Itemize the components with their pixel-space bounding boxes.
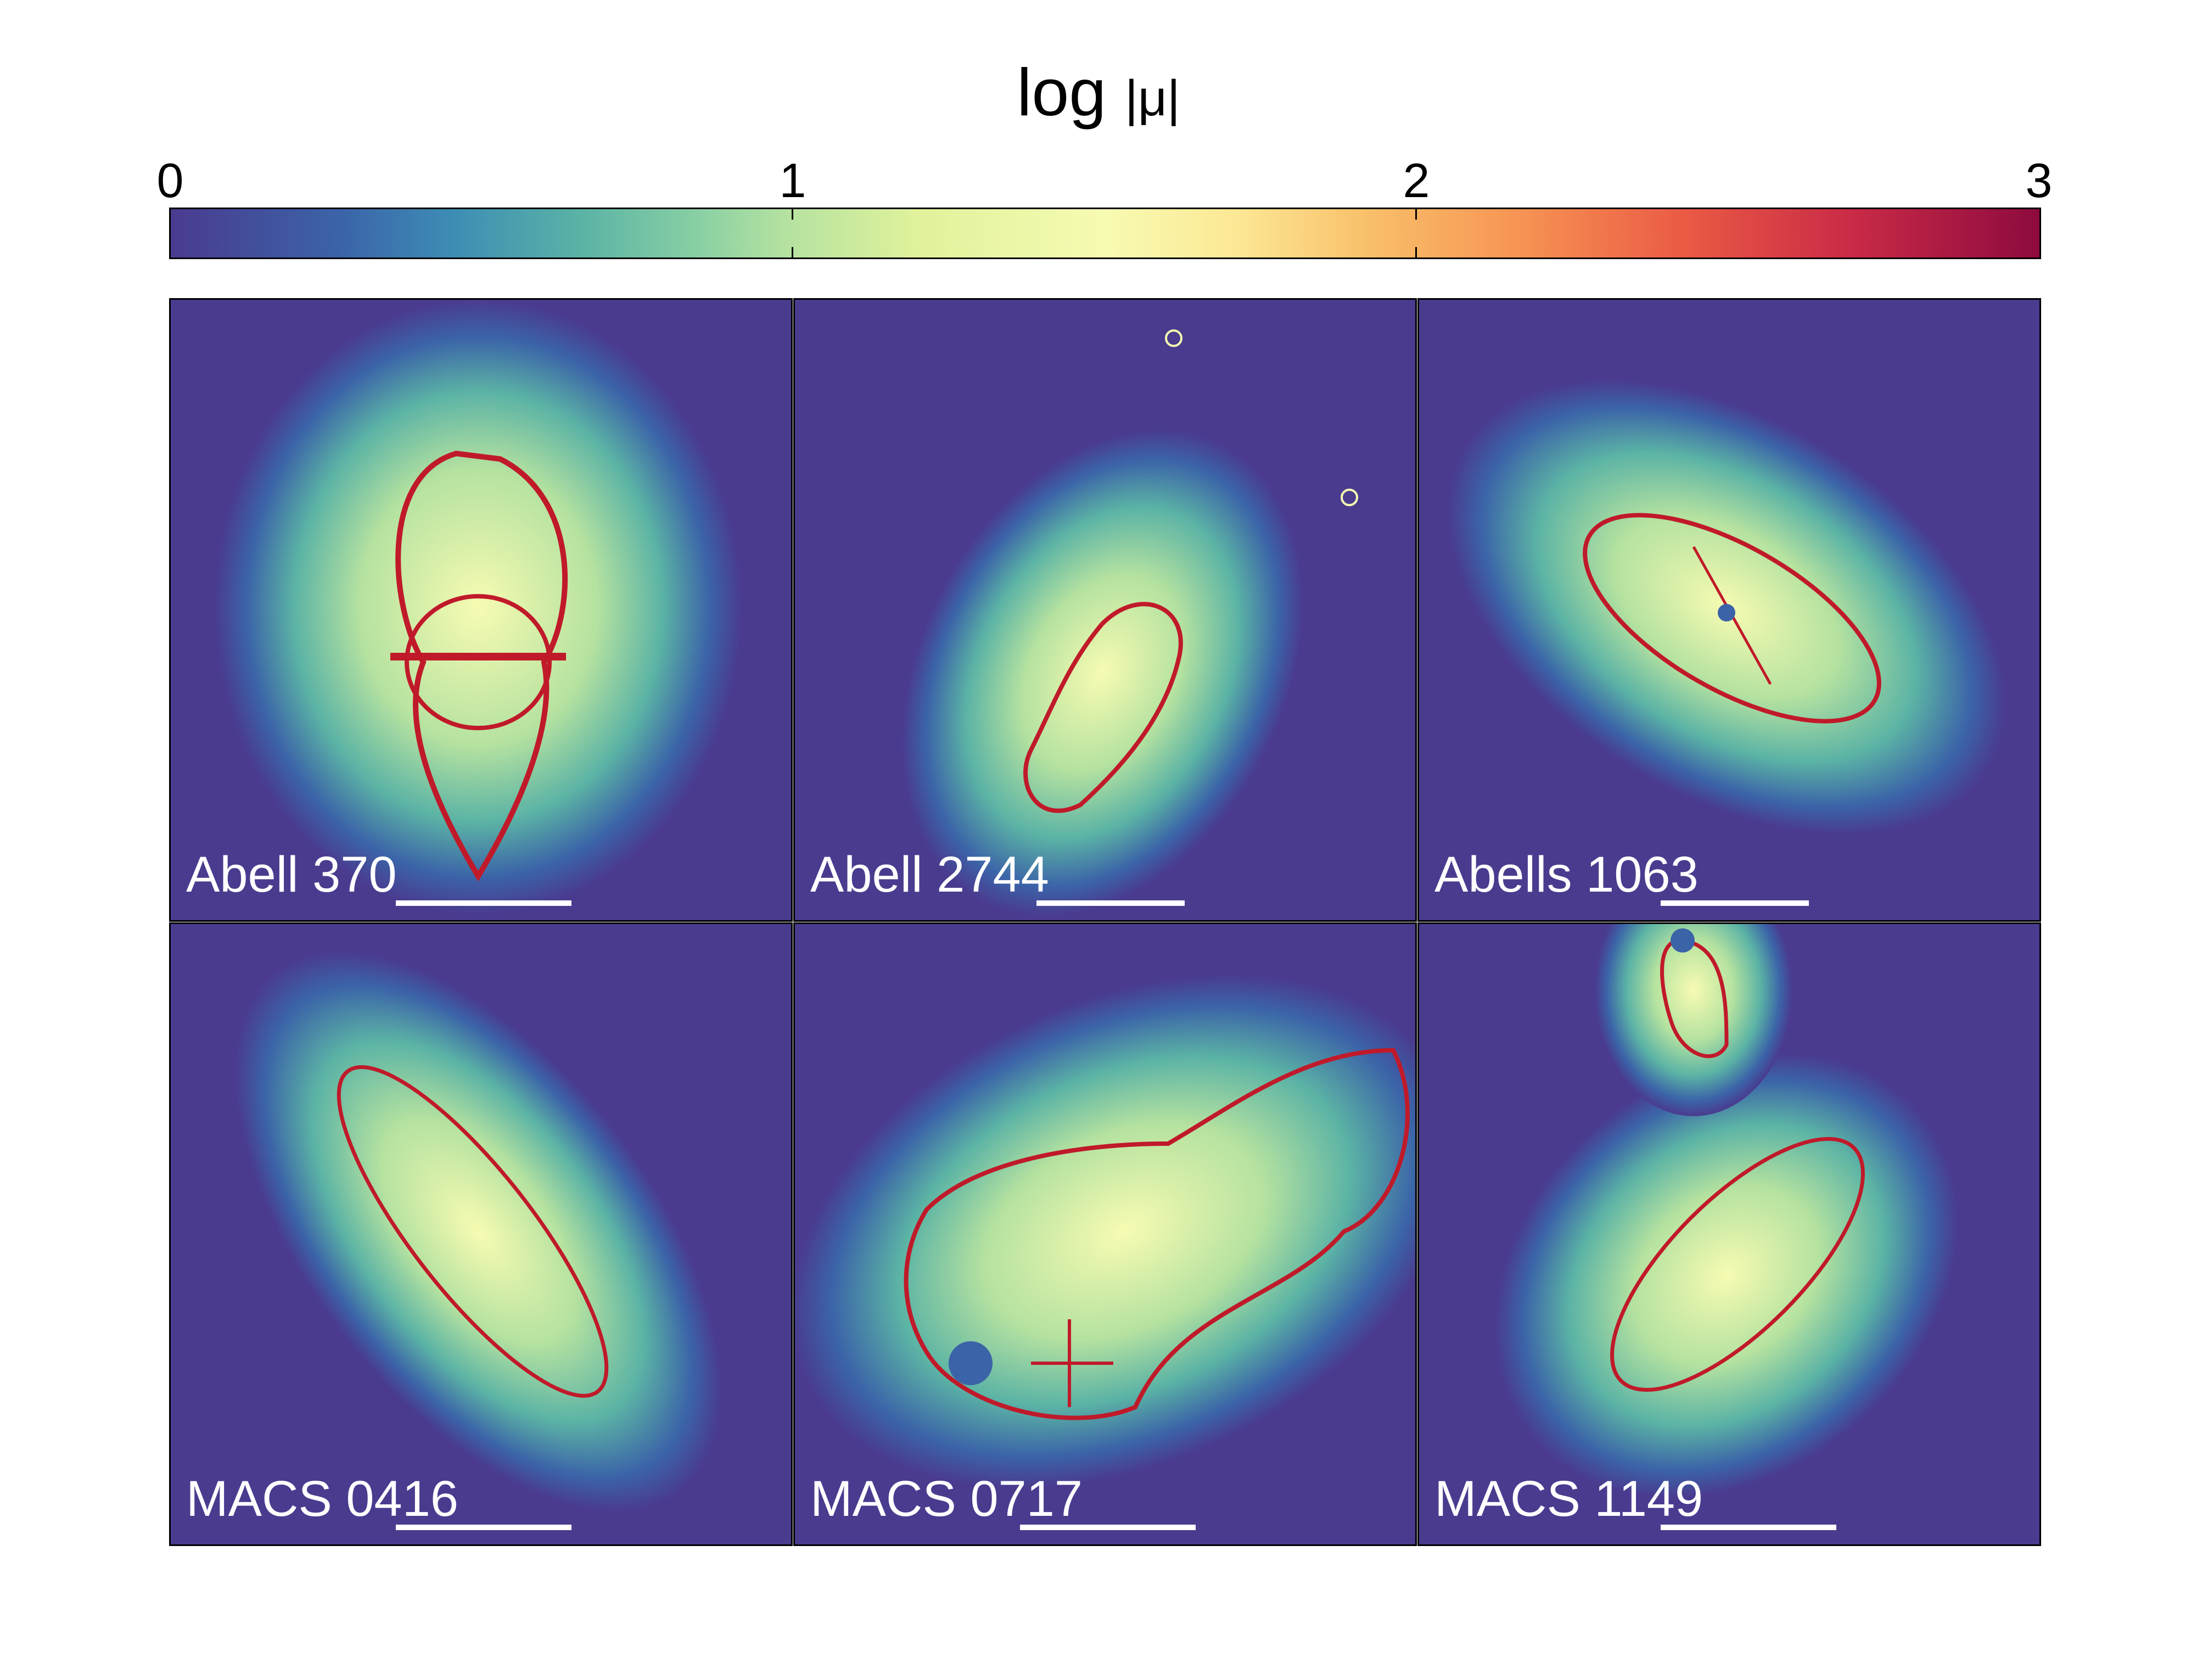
- scale-bar: [1661, 900, 1809, 906]
- colorbar-tick-3: 3: [2025, 153, 2053, 208]
- panel-abell-370: Abell 370: [169, 298, 793, 922]
- magnification-map: [1495, 924, 1958, 1498]
- scale-bar: [396, 1525, 571, 1530]
- colorbar-tick-0: 0: [156, 153, 184, 208]
- panel-abell-2744: Abell 2744: [793, 298, 1417, 922]
- panel-label: Abell 2744: [810, 847, 1049, 903]
- magnification-map: [235, 951, 721, 1511]
- scale-bar: [1036, 900, 1185, 906]
- magnification-map-grid: Abell 370 Abell 2744: [169, 298, 2041, 1548]
- panel-macs-0717: MACS 0717: [793, 922, 1417, 1546]
- panel-abells-1063: Abells 1063: [1417, 298, 2041, 922]
- magnification-map: [215, 300, 742, 915]
- magnification-map: [1448, 380, 2005, 835]
- panel-label: MACS 1149: [1434, 1471, 1703, 1527]
- magnification-map: [795, 975, 1415, 1488]
- scale-bar: [1661, 1525, 1836, 1530]
- colorbar-tickmark: [1415, 247, 1417, 259]
- colorbar-tick-1: 1: [779, 153, 806, 208]
- colorbar-title-symbol: |μ|: [1124, 70, 1180, 126]
- colorbar-tickmark: [792, 208, 793, 220]
- panel-label: Abell 370: [186, 847, 397, 903]
- panel-macs-1149: MACS 1149: [1417, 922, 2041, 1546]
- colorbar-tick-2: 2: [1403, 153, 1430, 208]
- scale-bar: [1020, 1525, 1196, 1530]
- scale-bar: [396, 900, 571, 906]
- colorbar-tickmark: [792, 247, 793, 259]
- panel-label: Abells 1063: [1434, 847, 1699, 903]
- panel-label: MACS 0416: [186, 1471, 459, 1527]
- colorbar-title: log |μ|: [0, 54, 2197, 131]
- colorbar: [169, 208, 2041, 259]
- colorbar-title-text: log: [1017, 55, 1107, 130]
- panel-label: MACS 0717: [810, 1471, 1083, 1527]
- colorbar-tickmark: [1415, 208, 1417, 220]
- magnification-map: [901, 329, 1358, 916]
- panel-macs-0416: MACS 0416: [169, 922, 793, 1546]
